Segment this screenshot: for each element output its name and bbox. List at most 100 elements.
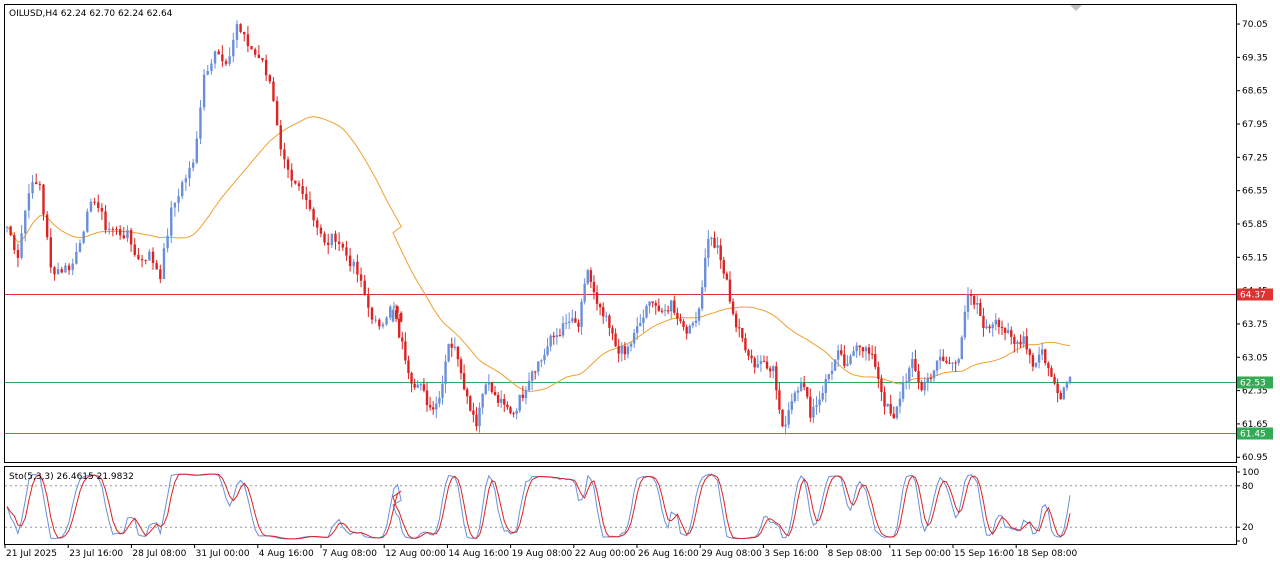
- candle-body: [462, 373, 466, 390]
- candle-body: [790, 401, 793, 410]
- price-tick-label: 68.65: [1242, 87, 1268, 97]
- time-tick-label: 28 Jul 08:00: [132, 549, 186, 559]
- candle-body: [345, 247, 348, 256]
- candle-body: [42, 184, 45, 215]
- candle-body: [867, 347, 871, 354]
- candle-body: [224, 61, 228, 64]
- candle-body: [1022, 336, 1025, 345]
- price-level-badge-label: 64.37: [1240, 291, 1266, 301]
- candle-body: [574, 318, 577, 323]
- candle-body: [632, 332, 636, 344]
- candle-body: [75, 251, 78, 264]
- candle-body: [583, 283, 586, 302]
- candle-body: [316, 220, 319, 228]
- candle-body: [27, 193, 31, 211]
- candle-body: [115, 228, 118, 230]
- candle-body: [997, 319, 1001, 327]
- candle-body: [892, 413, 895, 419]
- candle-body: [228, 56, 231, 64]
- candle-body: [20, 233, 23, 258]
- candle-body: [410, 373, 413, 384]
- candle-body: [527, 380, 531, 391]
- candle-body: [595, 292, 599, 304]
- candle-body: [71, 263, 74, 271]
- candle-body: [778, 390, 781, 410]
- candle-body: [137, 254, 140, 260]
- candle-body: [571, 318, 574, 322]
- candle-body: [89, 201, 93, 212]
- candle-body: [126, 230, 129, 239]
- candle-body: [840, 350, 843, 355]
- candle-body: [246, 34, 250, 47]
- candle-body: [416, 384, 419, 388]
- candle-body: [855, 345, 858, 352]
- candle-body: [812, 406, 815, 418]
- candle-body: [917, 371, 920, 383]
- time-tick-label: 29 Aug 08:00: [701, 549, 762, 559]
- candle-body: [188, 167, 191, 179]
- time-tick-label: 19 Aug 08:00: [512, 549, 573, 559]
- candle-body: [159, 269, 162, 279]
- candle-body: [666, 310, 670, 312]
- price-tick-label: 67.25: [1242, 153, 1268, 163]
- stoch-tick-label: 20: [1242, 523, 1254, 533]
- candle-body: [268, 75, 271, 82]
- candle-body: [170, 207, 173, 236]
- candle-body: [166, 235, 169, 249]
- candle-body: [239, 24, 242, 32]
- candle-body: [654, 303, 657, 306]
- candle-body: [861, 347, 865, 352]
- candle-body: [195, 138, 198, 163]
- candle-body: [82, 231, 85, 243]
- candle-body: [694, 320, 698, 323]
- candle-body: [555, 335, 559, 338]
- candle-body: [886, 403, 889, 407]
- candle-body: [781, 409, 784, 427]
- candle-body: [1056, 383, 1059, 394]
- time-tick-label: 8 Sep 08:00: [828, 549, 883, 559]
- candle-body: [608, 315, 611, 328]
- candle-body: [904, 381, 908, 383]
- candle-body: [509, 407, 512, 414]
- stoch-signal-line: [6, 473, 1071, 540]
- candle-body: [447, 343, 450, 362]
- candle-body: [389, 306, 392, 318]
- price-tick-label: 70.05: [1242, 20, 1268, 30]
- candle-body: [605, 315, 608, 317]
- candle-body: [806, 387, 809, 397]
- price-tick-label: 69.35: [1242, 53, 1268, 63]
- price-level-badge: [1237, 376, 1273, 389]
- candle-body: [356, 261, 359, 275]
- candle-body: [1044, 349, 1047, 364]
- candle-body: [348, 255, 352, 267]
- candle-body: [713, 237, 716, 248]
- candle-body: [926, 377, 929, 383]
- candle-body: [642, 317, 645, 324]
- candle-body: [948, 362, 951, 364]
- candle-body: [592, 281, 596, 293]
- candle-body: [657, 305, 661, 311]
- price-level-badge-label: 61.45: [1240, 430, 1266, 440]
- moving-average-layer: [6, 116, 1071, 392]
- price-axis[interactable]: 70.05 69.35 68.65 67.95 67.25 66.55 65.85 65.15…: [1236, 20, 1268, 547]
- time-axis[interactable]: 21 Jul 2025 23 Jul 16:00 28 Jul 08:00 31 Ju…: [4, 544, 1078, 559]
- candle-body: [472, 410, 475, 415]
- candle-body: [589, 270, 593, 282]
- candle-body: [493, 391, 497, 395]
- candle-body: [323, 233, 326, 243]
- candle-body: [506, 404, 509, 408]
- candle-body: [945, 360, 948, 363]
- candle-body: [938, 356, 942, 361]
- candle-body: [660, 310, 664, 312]
- candle-body: [799, 383, 803, 391]
- candle-body: [988, 326, 991, 329]
- candle-body: [453, 346, 457, 348]
- candle-body: [250, 46, 253, 50]
- candle-body: [370, 307, 374, 320]
- scroll-marker-icon[interactable]: [1070, 5, 1082, 11]
- candle-body: [991, 324, 994, 329]
- candle-body: [663, 310, 667, 312]
- candle-body: [985, 326, 988, 329]
